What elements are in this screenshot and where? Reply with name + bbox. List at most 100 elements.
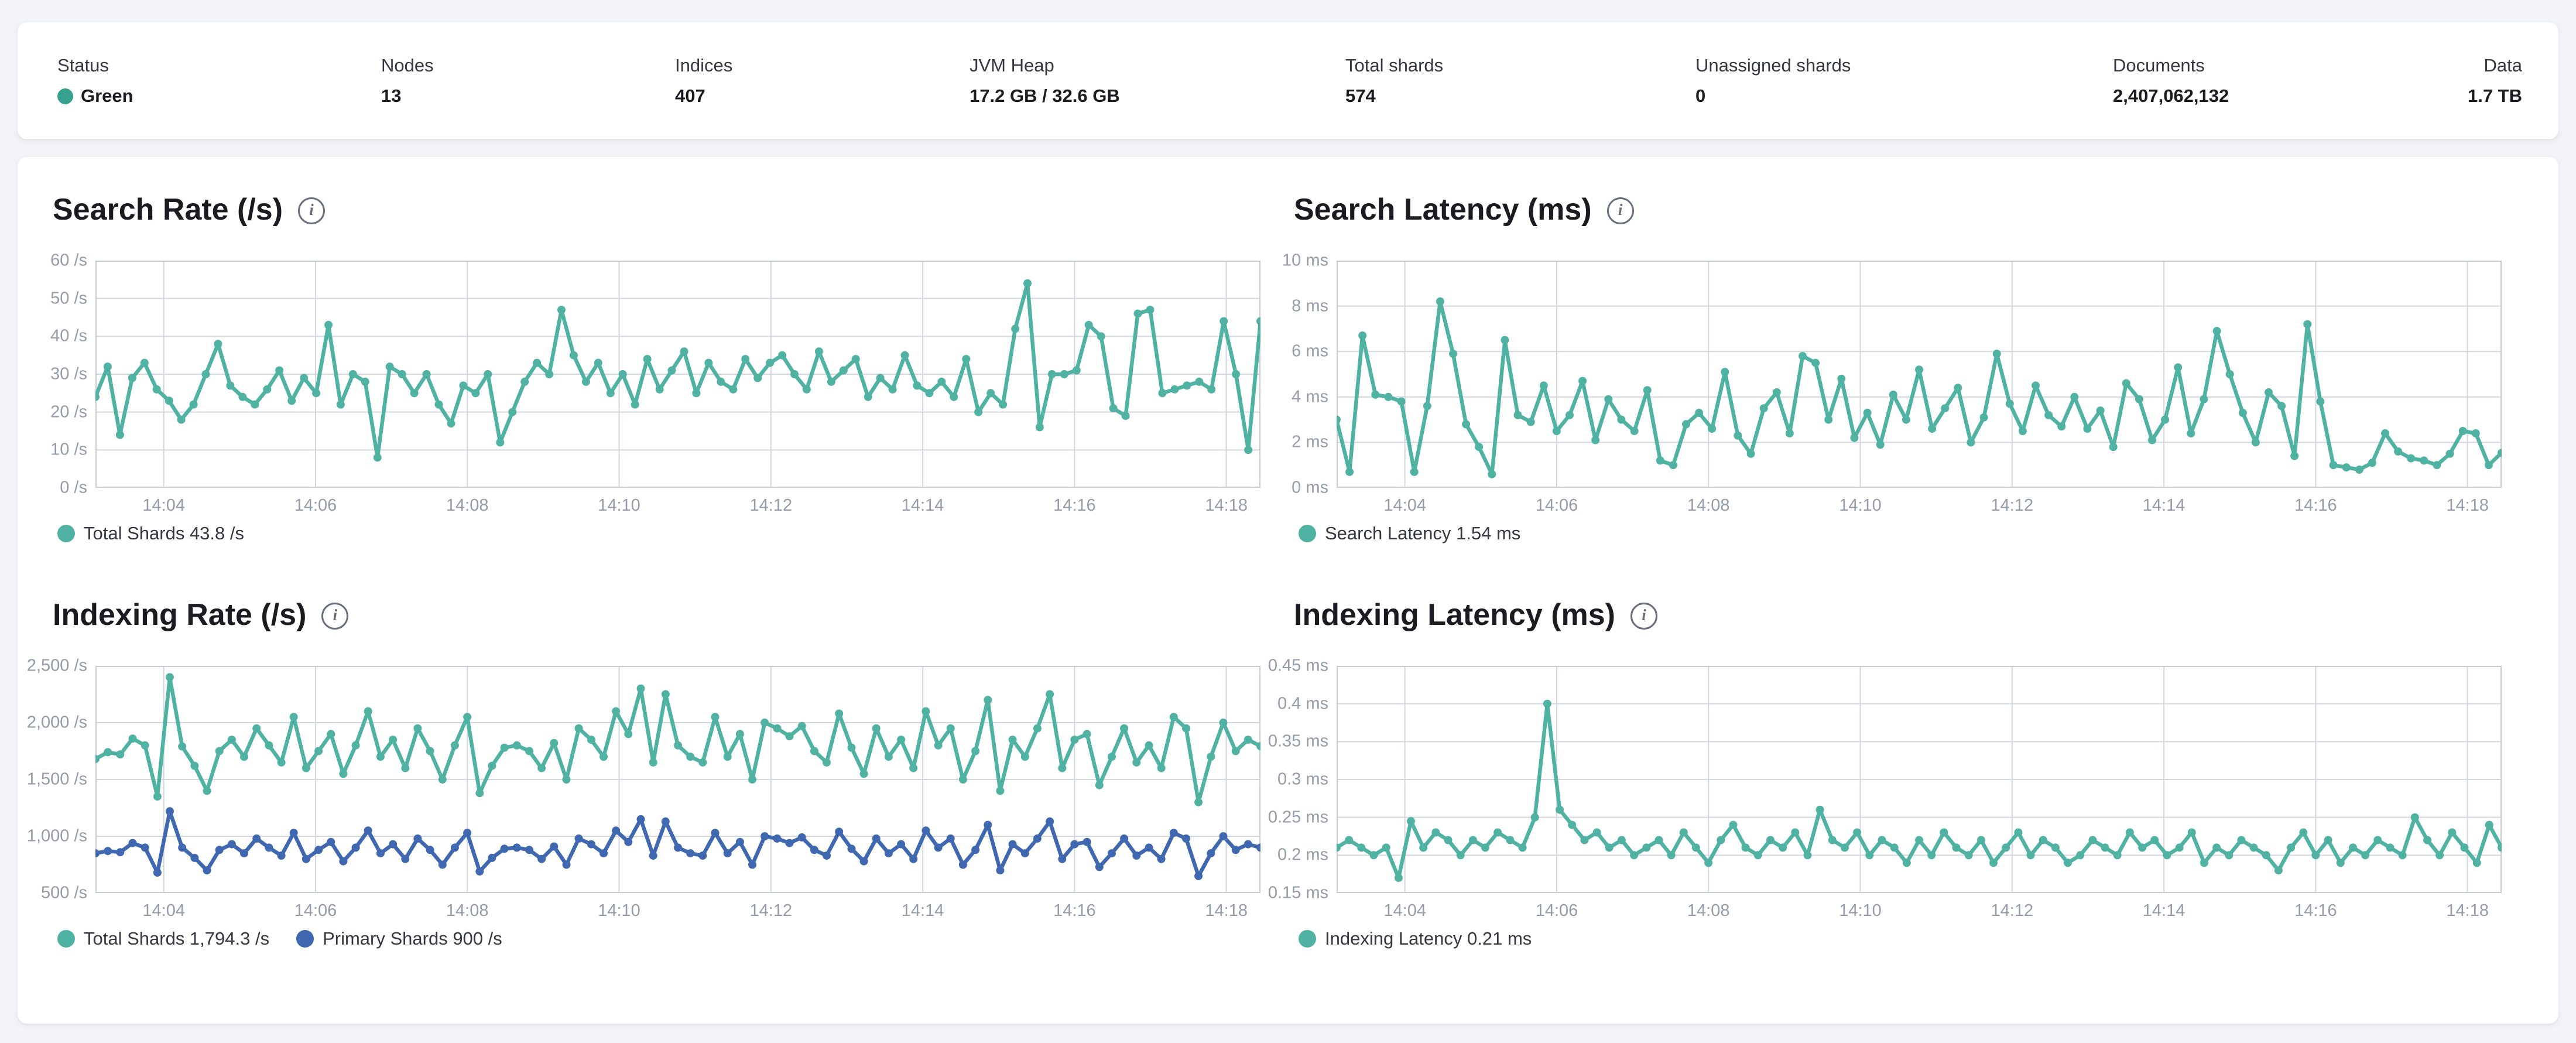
series-point [950, 392, 958, 401]
stat-value: 574 [1345, 86, 1376, 106]
series-point [1462, 420, 1471, 429]
plot-area[interactable] [1337, 261, 2502, 488]
series-point [859, 857, 868, 866]
series-point [2200, 859, 2208, 867]
series-point [851, 355, 860, 364]
series-point [643, 355, 652, 364]
chart-canvas[interactable] [1337, 666, 2502, 893]
series-point [925, 389, 934, 398]
plot-area[interactable] [95, 261, 1260, 488]
series-point [1194, 871, 1203, 880]
series-point [1132, 852, 1141, 860]
series-point [1643, 386, 1652, 395]
series-point [773, 724, 782, 733]
series-point [557, 306, 566, 314]
legend-item[interactable]: Total Shards 1,794.3 /s [57, 928, 269, 949]
legend-item[interactable]: Primary Shards 900 /s [296, 928, 502, 949]
series-point [500, 844, 509, 853]
legend-item[interactable]: Indexing Latency 0.21 ms [1299, 928, 1532, 949]
series-point [1035, 423, 1044, 432]
series-point [1865, 851, 1874, 860]
series-point [884, 849, 893, 858]
series-point [2410, 813, 2419, 822]
info-icon[interactable]: i [1606, 197, 1634, 224]
legend-dot-icon [296, 930, 314, 948]
info-icon[interactable]: i [321, 603, 349, 630]
plot-border [1337, 666, 2502, 893]
legend-dot-icon [1299, 525, 1316, 542]
x-tick-label: 14:04 [1383, 901, 1426, 920]
series-point [459, 381, 468, 390]
series-point [1566, 411, 1574, 419]
chart-canvas[interactable] [95, 261, 1260, 488]
series-point [1989, 859, 1998, 867]
series-point [447, 419, 455, 428]
cluster-status-bar: Status Green Nodes 13 Indices 407 JVM He… [18, 22, 2558, 139]
series-point [327, 837, 335, 846]
series-point [177, 415, 186, 424]
y-tick-label: 500 /s [41, 883, 87, 902]
legend-item[interactable]: Search Latency 1.54 ms [1299, 523, 1520, 544]
series-point [2249, 843, 2258, 852]
series-point [1552, 427, 1561, 435]
series-point [1369, 851, 1378, 860]
series-total-shards [95, 673, 1260, 806]
series-point [2265, 388, 2273, 396]
series-point [300, 374, 309, 382]
series-point [116, 848, 125, 857]
series-point [1704, 859, 1713, 867]
chart-canvas[interactable] [95, 666, 1260, 893]
info-icon[interactable]: i [1630, 603, 1657, 630]
series-point [302, 854, 310, 863]
series-point [103, 363, 112, 371]
series-point [802, 385, 811, 394]
chart-title: Search Latency (ms) [1294, 193, 1592, 227]
y-tick-label: 10 /s [50, 440, 87, 459]
series-point [922, 707, 930, 716]
series-point [661, 690, 670, 699]
info-icon[interactable]: i [298, 197, 326, 224]
plot-border [95, 261, 1260, 488]
series-point [631, 400, 639, 409]
series-point [1717, 836, 1725, 844]
x-axis: 14:04 14:06 14:08 14:10 14:12 14:14 14:16 14:18 [1337, 488, 2502, 516]
chart-canvas[interactable] [1337, 261, 2502, 488]
y-tick-label: 30 /s [50, 364, 87, 384]
series-point [2002, 843, 2010, 852]
series-point [1902, 415, 1910, 424]
series-point [827, 377, 835, 386]
series-point [937, 377, 946, 386]
x-tick-label: 14:14 [901, 496, 944, 515]
series-point [1169, 829, 1178, 837]
plot-area[interactable] [95, 666, 1260, 893]
y-axis: 0 /s 10 /s 20 /s 30 /s 40 /s 50 /s 60 /s [34, 251, 95, 516]
series-point [1642, 843, 1651, 852]
series-point [1556, 805, 1564, 814]
series-point [1207, 753, 1215, 761]
series-point [1231, 846, 1240, 854]
series-point [1568, 820, 1577, 829]
series-point [986, 389, 995, 398]
series-point [348, 370, 357, 378]
y-tick-label: 50 /s [50, 289, 87, 308]
series-point [2398, 851, 2407, 860]
series-point [463, 829, 472, 837]
series-point [692, 389, 701, 398]
series-point [2287, 843, 2296, 852]
gridlines [1337, 261, 2502, 488]
series-point [1779, 843, 1787, 852]
legend-item[interactable]: Total Shards 43.8 /s [57, 523, 244, 544]
series-point [958, 775, 967, 784]
series-point [508, 408, 517, 416]
series-point [897, 840, 906, 849]
series-point [227, 736, 236, 744]
series-point [500, 743, 509, 752]
chart-indexing-rate: Indexing Rate (/s) i 500 /s 1,000 /s 1,500… [27, 596, 1260, 949]
stat-label: Total shards [1345, 55, 1444, 76]
series-point [166, 673, 174, 682]
series-point [814, 347, 823, 356]
series-point [1889, 390, 1897, 399]
chart-title: Indexing Latency (ms) [1294, 598, 1615, 632]
plot-area[interactable] [1337, 666, 2502, 893]
series-point [525, 747, 533, 755]
